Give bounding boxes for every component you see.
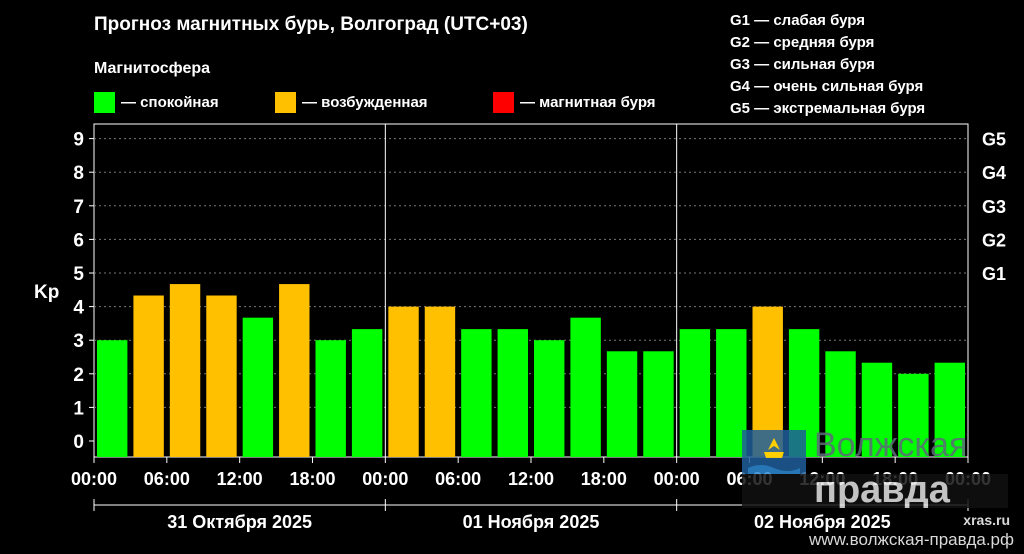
day-label: 01 Ноября 2025 xyxy=(463,512,600,532)
kp-bar xyxy=(97,340,128,457)
x-tick-label: 00:00 xyxy=(654,469,700,489)
x-tick-label: 12:00 xyxy=(217,469,263,489)
kp-bar xyxy=(133,295,164,457)
y-tick-label: 4 xyxy=(73,298,84,319)
x-tick-label: 12:00 xyxy=(508,469,554,489)
kp-bar xyxy=(570,317,601,457)
g-scale-label: G1 xyxy=(982,264,1006,284)
kp-bar xyxy=(424,306,456,457)
y-tick-label: 3 xyxy=(73,331,84,352)
g-scale-legend: G1 — слабая буря G2 — средняя буря G3 — … xyxy=(730,10,925,120)
newspaper-logo: Волжская правда xyxy=(742,428,1008,508)
legend-swatch-excited xyxy=(275,92,296,113)
g-legend-item: G1 — слабая буря xyxy=(730,12,866,29)
y-tick-label: 2 xyxy=(73,365,84,386)
kp-bar xyxy=(934,362,965,457)
g-legend-item: G2 — средняя буря xyxy=(730,34,875,51)
x-tick-label: 00:00 xyxy=(362,469,408,489)
x-tick-label: 18:00 xyxy=(581,469,627,489)
legend-item-calm: — спокойная xyxy=(94,92,219,113)
legend-label-calm: — спокойная xyxy=(121,94,219,111)
kp-bar xyxy=(388,306,419,457)
legend-item-excited: — возбужденная xyxy=(275,92,428,113)
kp-bar xyxy=(206,295,237,457)
legend-title: Магнитосфера xyxy=(94,60,211,77)
day-label: 31 Октября 2025 xyxy=(167,512,312,532)
g-legend-item: G3 — сильная буря xyxy=(730,56,875,73)
kp-bar xyxy=(825,351,856,457)
kp-bar xyxy=(643,351,674,457)
chart-title: Прогноз магнитных бурь, Волгоград (UTC+0… xyxy=(94,14,528,35)
watermark-url: www.волжская-правда.рф xyxy=(809,530,1014,549)
x-tick-label: 06:00 xyxy=(144,469,190,489)
y-tick-label: 5 xyxy=(73,264,84,285)
y-tick-label: 1 xyxy=(73,398,84,419)
watermark-site: xras.ru xyxy=(963,512,1010,528)
kp-bar xyxy=(861,362,893,457)
legend-label-storm: — магнитная буря xyxy=(520,94,656,111)
logo-brand-bottom: правда xyxy=(814,469,951,508)
kp-bar xyxy=(351,329,383,457)
kp-bar xyxy=(716,329,747,457)
legend-swatch-storm xyxy=(493,92,514,113)
g-scale-label: G3 xyxy=(982,197,1006,217)
g-scale-label: G2 xyxy=(982,230,1006,250)
day-label: 02 Ноября 2025 xyxy=(754,512,891,532)
y-tick-label: 6 xyxy=(73,230,84,251)
y-tick-label: 7 xyxy=(73,197,84,218)
g-legend-item: G5 — экстремальная буря xyxy=(730,100,926,117)
g-scale-label: G5 xyxy=(982,130,1006,150)
kp-bar xyxy=(279,284,310,457)
x-tick-label: 18:00 xyxy=(289,469,335,489)
g-scale-label: G4 xyxy=(982,163,1006,183)
y-tick-label: 9 xyxy=(73,130,84,151)
y-tick-label: 8 xyxy=(73,163,84,184)
g-legend-item: G4 — очень сильная буря xyxy=(730,78,924,95)
kp-bar xyxy=(315,340,346,457)
kp-bar xyxy=(898,373,929,457)
kp-bar xyxy=(534,340,565,457)
y-axis-label: Kp xyxy=(34,282,59,303)
kp-bar xyxy=(242,317,274,457)
y-tick-label: 0 xyxy=(73,432,84,453)
kp-bar xyxy=(679,329,711,457)
kp-bar xyxy=(169,284,201,457)
x-tick-label: 00:00 xyxy=(71,469,117,489)
kp-bar xyxy=(461,329,492,457)
legend-item-storm: — магнитная буря xyxy=(493,92,656,113)
x-tick-label: 06:00 xyxy=(435,469,481,489)
legend-swatch-calm xyxy=(94,92,115,113)
legend-label-excited: — возбужденная xyxy=(302,94,428,111)
kp-bar xyxy=(497,329,528,457)
kp-bar xyxy=(606,351,638,457)
logo-brand-top: Волжская xyxy=(814,428,967,464)
